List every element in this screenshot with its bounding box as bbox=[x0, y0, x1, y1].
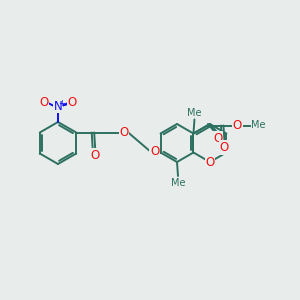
Text: O: O bbox=[220, 141, 229, 154]
Text: O: O bbox=[68, 95, 76, 109]
Text: O: O bbox=[39, 95, 49, 109]
Text: Me: Me bbox=[171, 178, 185, 188]
Text: N: N bbox=[54, 100, 62, 112]
Text: O: O bbox=[233, 119, 242, 132]
Text: Me: Me bbox=[251, 121, 266, 130]
Text: O: O bbox=[205, 157, 214, 169]
Text: O: O bbox=[120, 126, 129, 139]
Text: O: O bbox=[213, 131, 223, 145]
Text: Me: Me bbox=[187, 107, 202, 118]
Text: O: O bbox=[150, 145, 159, 158]
Text: +: + bbox=[58, 98, 65, 107]
Text: O: O bbox=[91, 149, 100, 162]
